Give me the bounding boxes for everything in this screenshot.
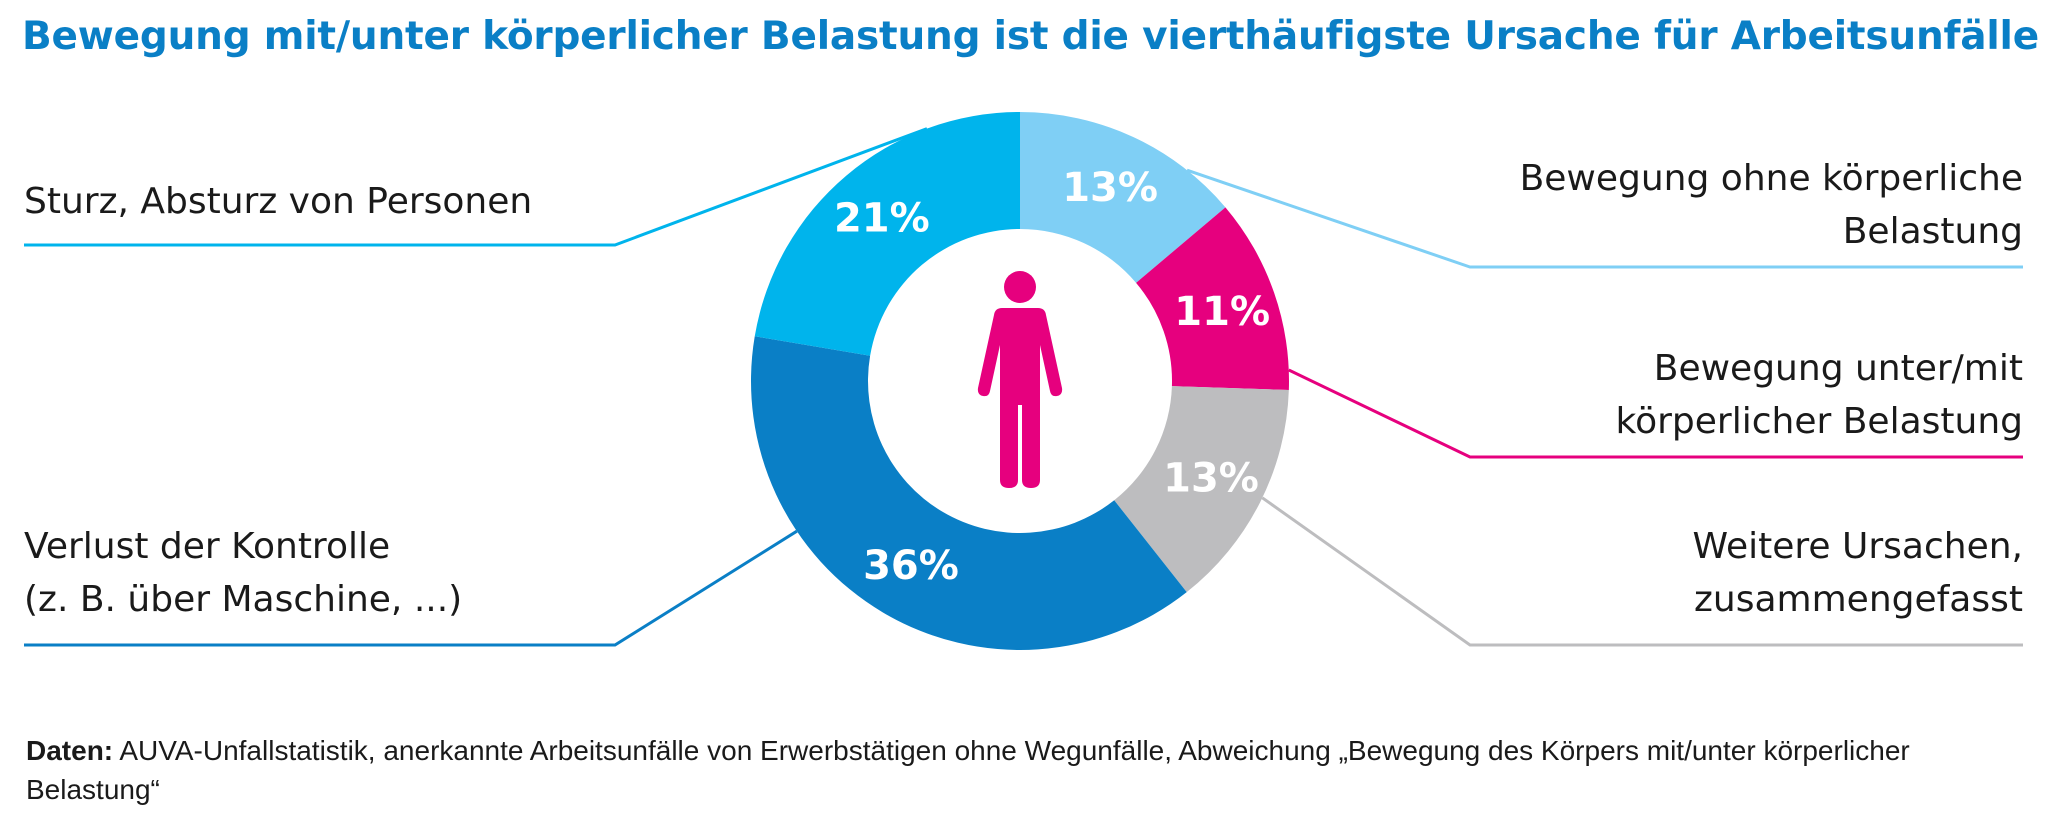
chart-title: Bewegung mit/unter körperlicher Belastun… bbox=[22, 14, 2039, 59]
leader-line-verlust bbox=[24, 529, 798, 647]
source-text: AUVA-Unfallstatistik, anerkannte Arbeits… bbox=[26, 735, 1910, 805]
leader-line-mit bbox=[1288, 368, 2023, 459]
label-mit: Bewegung unter/mit körperlicher Belastun… bbox=[1616, 342, 2023, 448]
pct-label-sturz: 21% bbox=[834, 196, 930, 242]
leader-line-ohne bbox=[1186, 168, 2023, 269]
pct-label-verlust: 36% bbox=[863, 543, 959, 589]
label-line: Verlust der Kontrolle bbox=[24, 526, 391, 567]
leader-line-weitere bbox=[1261, 496, 2023, 647]
slice-ohne bbox=[1020, 112, 1226, 283]
percent-labels: 13% 11% 13% 36% 21% bbox=[834, 165, 1270, 589]
slice-mit bbox=[1136, 207, 1289, 390]
source-note: Daten: AUVA-Unfallstatistik, anerkannte … bbox=[26, 731, 1986, 809]
slice-sturz bbox=[754, 112, 1020, 356]
label-verlust: Verlust der Kontrolle (z. B. über Maschi… bbox=[24, 520, 462, 626]
pct-label-mit: 11% bbox=[1174, 289, 1270, 335]
pct-label-ohne: 13% bbox=[1062, 165, 1158, 211]
pct-label-weitere: 13% bbox=[1163, 456, 1259, 502]
person-icon bbox=[977, 271, 1063, 488]
source-label: Daten: bbox=[26, 735, 114, 766]
label-line: zusammengefasst bbox=[1694, 579, 2023, 620]
label-line: Weitere Ursachen, bbox=[1692, 526, 2024, 567]
label-ohne: Bewegung ohne körperliche Belastung bbox=[1520, 152, 2023, 258]
label-sturz: Sturz, Absturz von Personen bbox=[24, 175, 532, 228]
label-line: (z. B. über Maschine, ...) bbox=[24, 579, 463, 620]
slice-verlust bbox=[751, 336, 1187, 651]
label-line: Bewegung ohne körperliche bbox=[1519, 158, 2023, 199]
slice-weitere bbox=[1114, 386, 1289, 593]
label-line: Belastung bbox=[1842, 211, 2023, 252]
donut-slices bbox=[751, 112, 1289, 651]
label-line: körperlicher Belastung bbox=[1615, 401, 2023, 442]
label-weitere: Weitere Ursachen, zusammengefasst bbox=[1693, 520, 2024, 626]
leader-lines bbox=[24, 127, 2023, 647]
leader-line-sturz bbox=[24, 127, 928, 247]
label-line: Bewegung unter/mit bbox=[1653, 348, 2023, 389]
label-line: Sturz, Absturz von Personen bbox=[24, 181, 533, 222]
